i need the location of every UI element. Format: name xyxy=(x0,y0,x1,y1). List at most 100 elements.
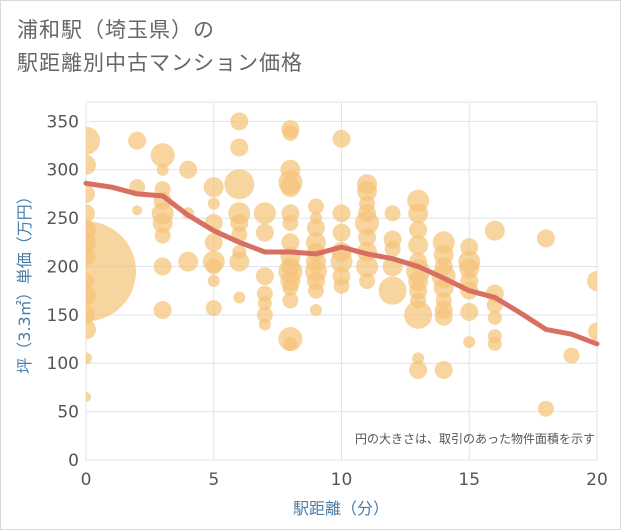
data-point xyxy=(178,251,199,272)
data-point xyxy=(333,277,350,294)
data-point xyxy=(563,347,580,364)
data-point xyxy=(355,210,380,235)
data-point xyxy=(156,163,169,176)
x-tick-label: 15 xyxy=(458,470,480,490)
data-point xyxy=(152,212,173,233)
title-line-1: 浦和駅（埼玉県）の xyxy=(17,18,215,42)
x-tick-label: 5 xyxy=(208,470,219,490)
data-point xyxy=(257,296,272,311)
data-point xyxy=(205,258,222,275)
data-point xyxy=(86,392,91,403)
data-point xyxy=(409,361,428,380)
y-tick-label: 100 xyxy=(47,354,79,374)
data-point xyxy=(332,223,351,242)
bubble-series xyxy=(86,112,597,417)
data-point xyxy=(86,285,96,306)
data-point xyxy=(404,300,433,329)
data-point xyxy=(86,319,96,340)
data-point xyxy=(280,177,301,198)
data-point xyxy=(460,302,479,321)
y-tick-label: 350 xyxy=(47,112,79,132)
data-point xyxy=(487,310,502,325)
data-point xyxy=(330,250,353,273)
data-point xyxy=(459,258,480,279)
data-point xyxy=(255,267,274,286)
y-tick-label: 0 xyxy=(68,451,79,471)
data-point xyxy=(207,197,220,210)
data-point xyxy=(434,361,453,380)
data-point xyxy=(179,160,198,179)
chart-title: 浦和駅（埼玉県）の 駅距離別中古マンション価格 xyxy=(17,14,303,80)
data-point xyxy=(283,336,298,351)
data-point xyxy=(588,322,597,341)
y-tick-label: 50 xyxy=(57,403,79,423)
data-point xyxy=(229,251,250,272)
data-point xyxy=(357,181,378,202)
data-point xyxy=(536,229,555,248)
data-point xyxy=(203,177,224,198)
data-point xyxy=(230,213,249,232)
data-point xyxy=(132,205,143,216)
data-point xyxy=(409,220,428,239)
data-point xyxy=(408,235,429,256)
data-point xyxy=(309,304,322,317)
data-point xyxy=(356,255,379,278)
data-point xyxy=(256,306,273,323)
data-point xyxy=(306,218,325,237)
x-tick-label: 0 xyxy=(81,470,92,490)
data-point xyxy=(230,112,249,131)
y-tick-label: 300 xyxy=(47,161,79,181)
data-point xyxy=(332,129,351,148)
title-line-2: 駅距離別中古マンション価格 xyxy=(17,51,303,75)
data-point xyxy=(86,221,136,322)
data-point xyxy=(487,336,502,351)
data-point xyxy=(384,205,401,222)
data-point xyxy=(484,220,505,241)
data-point xyxy=(230,138,249,157)
data-point xyxy=(253,202,276,225)
data-point xyxy=(282,124,299,141)
data-point xyxy=(412,352,425,365)
data-point xyxy=(86,305,95,324)
data-point xyxy=(307,198,324,215)
data-point xyxy=(408,203,429,224)
data-point xyxy=(332,204,351,223)
data-point xyxy=(434,307,453,326)
x-axis-ticks: 0 5 10 15 20 xyxy=(81,470,608,490)
data-point xyxy=(258,318,271,331)
data-point xyxy=(537,400,554,417)
x-axis-label: 駅距離（分） xyxy=(293,499,389,518)
data-point xyxy=(86,204,95,223)
data-point xyxy=(224,169,255,200)
data-point xyxy=(154,227,171,244)
y-axis-ticks: 0 50 100 150 200 250 300 350 xyxy=(47,112,79,471)
data-point xyxy=(359,273,376,289)
data-point xyxy=(233,291,246,304)
data-point xyxy=(463,335,476,348)
data-point xyxy=(281,233,300,252)
data-point xyxy=(86,184,95,203)
data-point xyxy=(307,282,324,299)
data-point xyxy=(358,228,377,247)
data-point xyxy=(205,300,222,317)
data-point xyxy=(153,301,172,320)
data-point xyxy=(587,271,597,291)
data-point xyxy=(255,223,274,242)
data-point xyxy=(128,131,147,150)
data-point xyxy=(207,275,220,287)
data-point xyxy=(384,241,401,258)
data-point xyxy=(282,279,299,296)
data-point xyxy=(378,276,407,305)
data-point xyxy=(86,154,96,175)
y-tick-label: 200 xyxy=(47,257,79,277)
data-point xyxy=(204,233,223,252)
bubble-size-note: 円の大きさは、取引のあった物件面積を示す xyxy=(355,431,595,446)
data-point xyxy=(86,126,100,155)
data-point xyxy=(282,292,299,309)
data-point xyxy=(150,143,175,168)
y-tick-label: 150 xyxy=(47,306,79,326)
data-point xyxy=(86,273,94,289)
data-point xyxy=(153,257,172,276)
data-point xyxy=(282,214,299,231)
